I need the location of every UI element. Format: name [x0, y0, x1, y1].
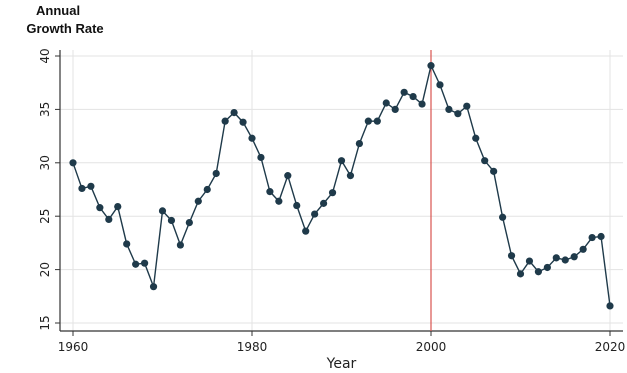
y-axis-label-line-2: Growth Rate	[26, 21, 104, 36]
data-point	[472, 134, 480, 142]
data-point	[132, 260, 140, 268]
data-point	[481, 157, 489, 165]
data-point	[266, 188, 274, 196]
data-point	[167, 216, 176, 225]
data-point	[490, 167, 498, 175]
data-point	[436, 81, 444, 89]
data-point	[445, 105, 453, 113]
data-point	[454, 110, 462, 118]
data-point	[203, 185, 211, 194]
data-point	[221, 117, 229, 125]
data-point	[275, 197, 283, 205]
data-point	[149, 283, 158, 291]
data-point	[176, 241, 184, 249]
data-point	[311, 210, 319, 218]
x-tick-label: 2000	[416, 340, 447, 354]
data-point	[96, 204, 104, 212]
data-point	[230, 109, 238, 117]
data-point	[284, 172, 292, 180]
data-point	[507, 252, 516, 260]
data-point	[364, 117, 372, 125]
data-point	[78, 184, 86, 193]
data-point	[525, 257, 534, 265]
x-tick-label: 2020	[595, 340, 626, 354]
data-point	[141, 259, 149, 267]
y-tick-label: 30	[38, 155, 52, 170]
data-point	[158, 207, 167, 215]
data-point	[212, 169, 220, 178]
data-point	[69, 159, 77, 167]
data-point	[579, 245, 587, 253]
data-point	[302, 227, 310, 235]
data-point	[409, 92, 417, 101]
data-point	[239, 118, 247, 126]
data-point	[355, 139, 363, 148]
data-point	[463, 102, 471, 110]
x-tick-label: 1980	[237, 340, 268, 354]
data-point	[328, 189, 337, 197]
data-point	[123, 240, 131, 248]
data-point	[588, 233, 596, 242]
y-axis-label: Annual Growth Rate	[10, 2, 120, 38]
data-point	[346, 172, 355, 180]
data-point	[337, 157, 346, 165]
data-point	[534, 268, 543, 276]
data-point	[391, 105, 399, 113]
data-point	[543, 263, 551, 272]
data-point	[606, 302, 614, 310]
x-tick-label: 1960	[58, 340, 89, 354]
data-point	[418, 100, 426, 108]
data-point	[87, 182, 95, 190]
x-axis-label: Year	[326, 356, 357, 372]
data-point	[105, 215, 113, 224]
data-point	[597, 232, 605, 241]
data-point	[561, 256, 569, 264]
data-point	[516, 270, 525, 278]
data-point	[427, 62, 435, 70]
y-tick-label: 40	[38, 48, 52, 63]
y-tick-label: 15	[38, 315, 52, 330]
data-point	[382, 99, 390, 107]
y-tick-label: 35	[38, 102, 52, 117]
data-point	[185, 219, 193, 227]
data-point	[248, 134, 256, 142]
data-point	[373, 117, 381, 125]
data-point	[293, 201, 301, 210]
data-point	[499, 213, 507, 221]
data-point	[114, 202, 122, 211]
data-point	[400, 88, 408, 96]
data-point	[194, 197, 202, 205]
data-point	[552, 254, 560, 262]
data-point	[257, 153, 265, 162]
data-point	[570, 253, 578, 261]
data-point	[320, 199, 328, 207]
y-axis-label-line-1: Annual	[36, 3, 81, 18]
y-tick-label: 20	[38, 262, 52, 277]
y-tick-label: 25	[38, 209, 52, 224]
